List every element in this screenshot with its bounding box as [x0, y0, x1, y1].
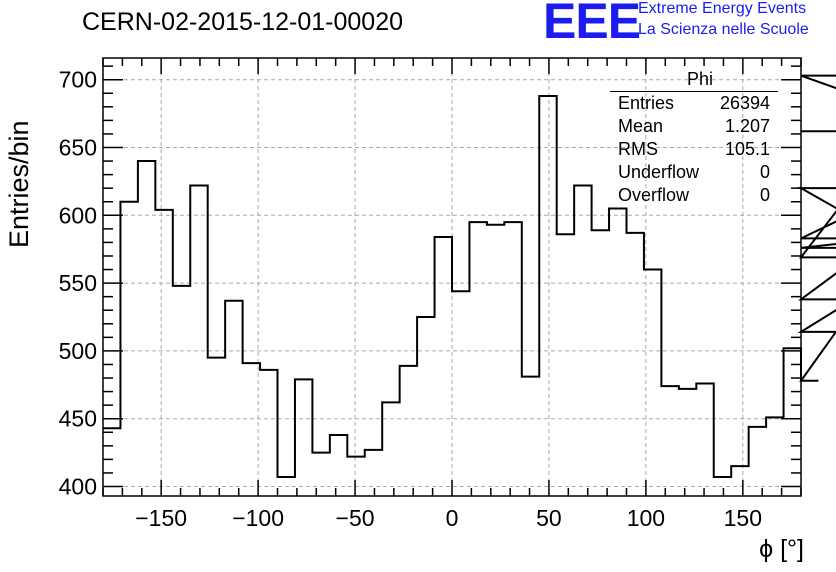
stats-row: RMS 105.1 — [610, 138, 778, 161]
stats-row: Entries 26394 — [610, 92, 778, 115]
y-tick-label: 450 — [59, 406, 97, 432]
y-tick-label: 500 — [59, 338, 97, 364]
y-axis-label: Entries/bin — [4, 120, 34, 248]
x-axis-label: ϕ [°] — [759, 535, 804, 563]
x-tick-label: −100 — [232, 505, 284, 531]
stats-value: 26394 — [719, 93, 770, 113]
stats-divider — [610, 91, 778, 92]
stats-row: Overflow 0 — [610, 184, 778, 207]
y-tick-label: 400 — [59, 474, 97, 500]
stats-value: 1.207 — [724, 116, 770, 136]
grid-lines — [103, 58, 801, 496]
eee-logo: EEE — [543, 0, 641, 49]
x-tick-label: −150 — [135, 505, 187, 531]
stats-row: Underflow 0 — [610, 161, 778, 184]
stats-row: Mean 1.207 — [610, 115, 778, 138]
y-tick-label: 650 — [59, 134, 97, 160]
y-tick-label: 700 — [59, 67, 97, 93]
logo-line-1: Extreme Energy Events — [638, 0, 807, 17]
y-tick-labels: 400 450 500 550 600 650 700 — [59, 67, 97, 500]
axis-ticks — [102, 58, 802, 496]
x-tick-label: 0 — [446, 505, 459, 531]
x-tick-label: −50 — [336, 505, 375, 531]
y-tick-label: 600 — [59, 202, 97, 228]
stats-label: Underflow — [618, 162, 700, 182]
stats-value: 0 — [759, 162, 770, 182]
logo-line-2: La Scienza nelle Scuole — [638, 21, 809, 38]
x-tick-label: 50 — [536, 505, 562, 531]
stats-label: RMS — [618, 139, 658, 159]
x-tick-label: 100 — [627, 505, 665, 531]
y-tick-label: 550 — [59, 270, 97, 296]
x-tick-label: 150 — [724, 505, 762, 531]
chart-title: CERN-02-2015-12-01-00020 — [82, 8, 404, 36]
stats-label: Entries — [618, 93, 675, 113]
stats-name: Phi — [686, 69, 713, 89]
stats-box: Phi Entries 26394 Mean 1.207 RMS 105.1 Unde… — [610, 68, 778, 207]
x-tick-labels: −150 −100 −50 0 50 100 150 — [135, 505, 762, 531]
stats-label: Overflow — [618, 185, 690, 205]
stats-label: Mean — [618, 116, 664, 136]
histogram-line — [103, 74, 836, 479]
stats-value: 105.1 — [724, 139, 770, 159]
stats-value: 0 — [759, 185, 770, 205]
